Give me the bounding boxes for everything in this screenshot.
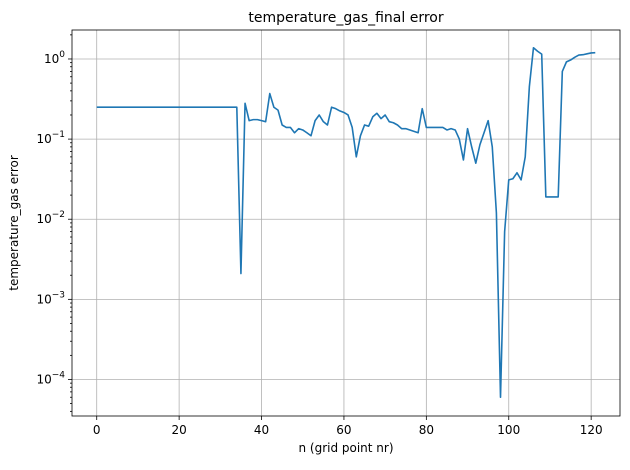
series-line-layer — [96, 46, 596, 399]
y-axis-label: temperature_gas error — [7, 155, 21, 291]
plot-frame — [71, 29, 621, 417]
y-tick-label: 10−4 — [36, 370, 65, 386]
y-tick-label: 10−1 — [36, 130, 65, 146]
x-tick-label: 60 — [336, 423, 351, 437]
chart-title: temperature_gas_final error — [248, 10, 444, 26]
x-tick-label: 100 — [497, 423, 520, 437]
x-axis-label: n (grid point nr) — [298, 441, 393, 455]
x-tick-label: 120 — [580, 423, 603, 437]
y-tick-label: 100 — [44, 50, 65, 66]
y-tick-label: 10−2 — [36, 210, 65, 226]
x-axis: 0 20 40 60 80 100 120 — [93, 416, 603, 437]
x-tick-label: 80 — [419, 423, 434, 437]
grid — [72, 30, 620, 416]
y-tick-label: 10−3 — [36, 290, 65, 306]
y-axis: 10−4 10−3 10−2 10−1 100 — [36, 34, 72, 412]
x-tick-label: 20 — [171, 423, 186, 437]
series-line — [96, 46, 596, 399]
x-tick-label: 40 — [254, 423, 269, 437]
x-tick-label: 0 — [93, 423, 101, 437]
